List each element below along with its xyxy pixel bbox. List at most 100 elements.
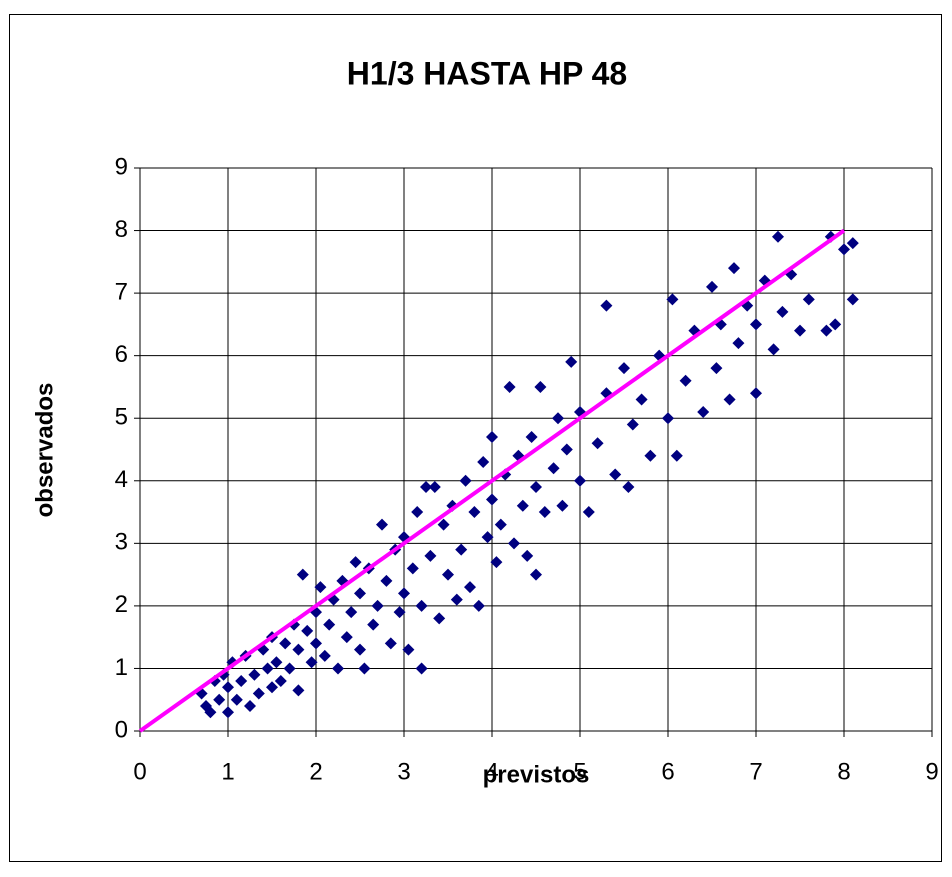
point xyxy=(393,606,406,619)
point xyxy=(213,693,226,706)
point xyxy=(662,412,674,425)
point xyxy=(314,581,327,594)
y-axis-label: observados xyxy=(31,383,58,518)
point xyxy=(846,237,859,250)
point xyxy=(644,449,657,462)
point xyxy=(486,430,498,443)
y-tick-label: 1 xyxy=(115,654,128,681)
fit-line xyxy=(138,228,846,733)
point xyxy=(820,324,833,337)
point xyxy=(732,337,745,350)
point xyxy=(248,668,261,681)
point xyxy=(525,430,538,443)
y-tick-label: 6 xyxy=(115,341,128,368)
x-tick-label: 1 xyxy=(221,758,234,785)
y-tick-label: 9 xyxy=(115,153,128,180)
point xyxy=(340,631,353,644)
point xyxy=(428,481,441,494)
point xyxy=(442,568,454,581)
point xyxy=(468,506,481,519)
point xyxy=(274,674,287,687)
point xyxy=(486,493,498,506)
point xyxy=(301,624,314,637)
point xyxy=(706,280,718,293)
point xyxy=(838,243,850,256)
point xyxy=(424,549,437,562)
point xyxy=(235,674,248,687)
point xyxy=(433,612,446,625)
point xyxy=(679,374,692,387)
x-tick-label: 6 xyxy=(661,758,674,785)
chart-frame xyxy=(9,14,942,862)
point xyxy=(345,606,358,619)
point xyxy=(411,506,424,519)
point xyxy=(318,649,331,662)
point xyxy=(710,362,723,375)
point xyxy=(494,518,507,531)
point xyxy=(261,662,274,675)
point xyxy=(670,449,683,462)
point xyxy=(367,618,380,631)
point xyxy=(406,562,419,575)
point xyxy=(574,474,586,487)
point xyxy=(472,599,485,612)
point xyxy=(635,393,648,406)
point xyxy=(776,305,789,318)
point xyxy=(481,531,494,544)
point xyxy=(490,556,503,569)
point xyxy=(380,574,393,587)
point xyxy=(477,456,490,469)
point xyxy=(354,587,366,600)
point xyxy=(398,587,410,600)
point xyxy=(252,687,265,700)
point xyxy=(622,481,635,494)
x-tick-label: 0 xyxy=(133,758,146,785)
point xyxy=(521,549,534,562)
point xyxy=(697,405,710,418)
point xyxy=(244,699,256,712)
point xyxy=(310,637,322,650)
point xyxy=(582,506,595,519)
point xyxy=(728,262,740,275)
point xyxy=(600,299,613,312)
point xyxy=(279,637,292,650)
point xyxy=(358,662,371,675)
point xyxy=(437,518,450,531)
point xyxy=(547,462,560,475)
point xyxy=(415,599,428,612)
point xyxy=(538,506,551,519)
point xyxy=(222,681,234,694)
point xyxy=(626,418,639,431)
point xyxy=(772,230,784,243)
point xyxy=(455,543,468,556)
point xyxy=(296,568,309,581)
y-tick-label: 7 xyxy=(115,278,128,305)
chart-title: H1/3 HASTA HP 48 xyxy=(347,55,627,91)
point xyxy=(415,662,428,675)
point xyxy=(204,706,217,719)
point xyxy=(723,393,736,406)
x-tick-label: 2 xyxy=(309,758,322,785)
point xyxy=(270,656,283,669)
y-tick-label: 4 xyxy=(115,466,128,493)
point xyxy=(420,481,432,494)
point xyxy=(552,412,564,425)
point xyxy=(266,681,278,694)
point xyxy=(384,637,397,650)
point xyxy=(371,599,384,612)
point xyxy=(750,318,762,331)
x-tick-label: 5 xyxy=(573,758,586,785)
point xyxy=(565,355,578,368)
point xyxy=(591,437,604,450)
point xyxy=(534,380,547,393)
point xyxy=(354,643,366,656)
y-tick-label: 5 xyxy=(115,404,128,431)
y-tick-label: 0 xyxy=(115,716,128,743)
point xyxy=(503,380,516,393)
x-tick-label: 7 xyxy=(749,758,762,785)
point xyxy=(292,684,305,697)
point xyxy=(222,706,234,719)
point xyxy=(829,318,842,331)
point xyxy=(450,593,463,606)
